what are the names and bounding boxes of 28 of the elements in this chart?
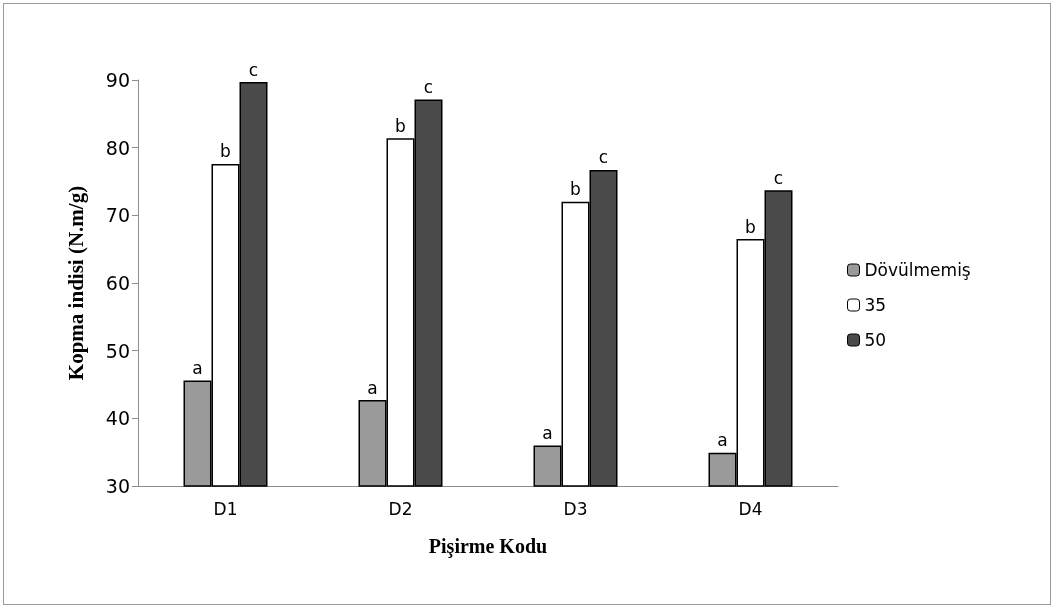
data-label: b <box>570 179 581 200</box>
legend-label: 50 <box>864 330 887 350</box>
legend-label: Dövülmemiş <box>864 260 971 280</box>
data-label: c <box>598 147 609 168</box>
legend-label: 35 <box>864 295 887 315</box>
y-tick-label: 90 <box>105 69 130 91</box>
y-tick-label: 80 <box>105 136 130 159</box>
x-tick-label: D2 <box>388 498 413 519</box>
y-axis-title: Kopma indisi (N.m/g) <box>63 185 88 381</box>
y-tick-label: 70 <box>105 204 130 227</box>
y-tick-label: 60 <box>105 272 130 294</box>
x-tick-label: D4 <box>738 498 763 519</box>
x-tick-label: D3 <box>563 498 588 519</box>
y-tick-label: 50 <box>105 339 130 362</box>
data-label: a <box>192 357 203 378</box>
y-tick-label: 30 <box>105 475 130 497</box>
x-axis-title: Pişirme Kodu <box>428 535 548 558</box>
data-label: a <box>367 377 378 398</box>
data-label: b <box>395 115 406 136</box>
data-label: b <box>745 216 756 237</box>
data-label: c <box>423 77 434 98</box>
data-label: a <box>542 422 553 443</box>
data-label: c <box>248 59 259 80</box>
data-label: b <box>220 141 231 162</box>
data-label: a <box>717 430 728 451</box>
data-label: c <box>773 167 784 188</box>
x-tick-label: D1 <box>213 498 238 519</box>
y-tick-label: 40 <box>105 407 130 430</box>
